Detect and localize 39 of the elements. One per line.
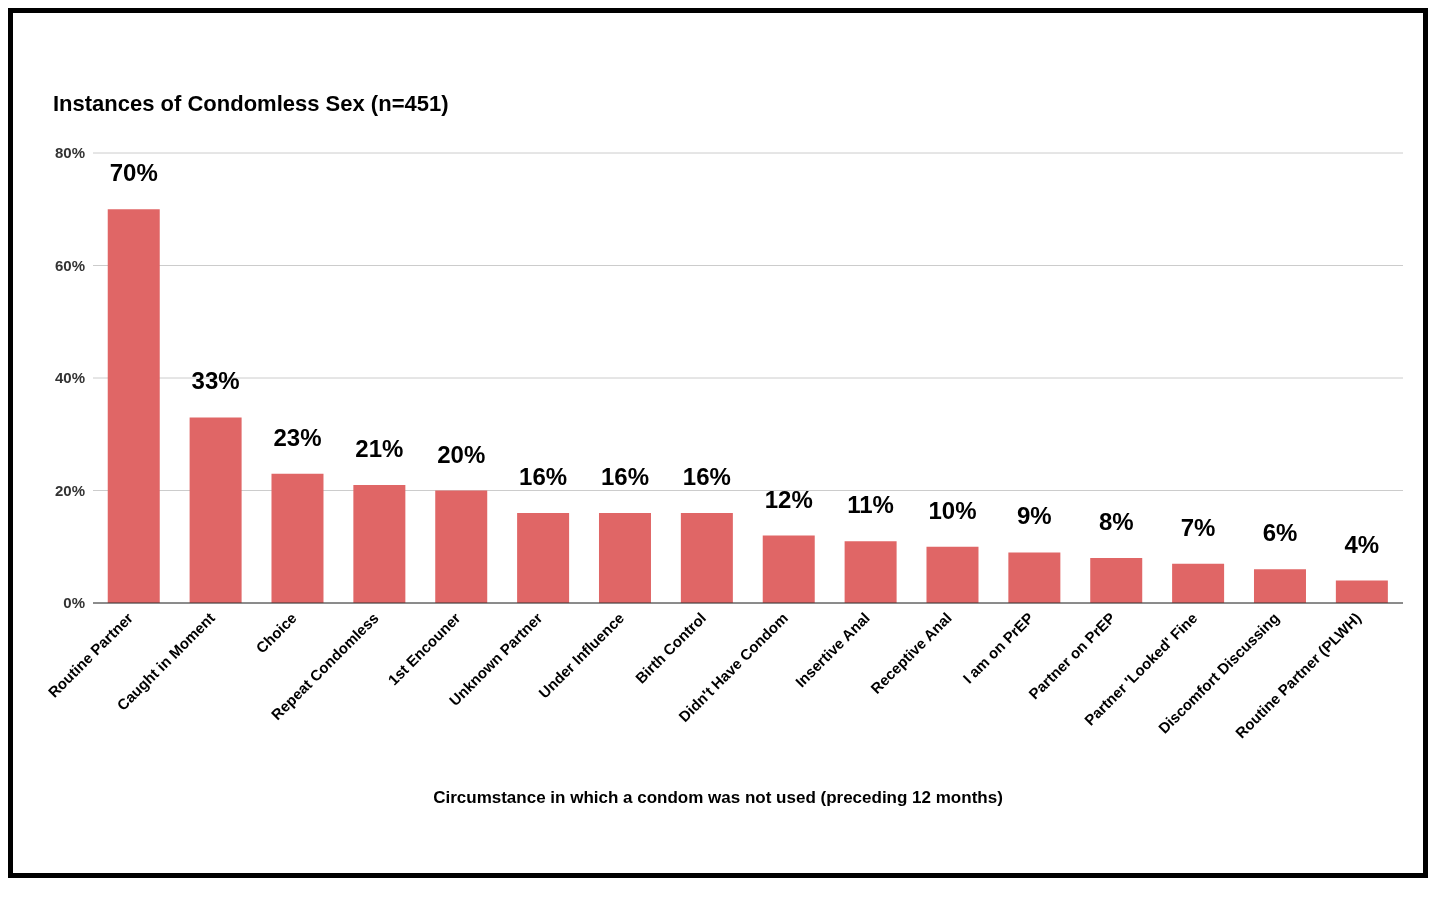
data-label: 7%	[1180, 513, 1216, 541]
data-label: 12%	[764, 485, 813, 513]
y-tick-label: 0%	[63, 594, 85, 612]
data-label: 16%	[682, 463, 731, 490]
data-label: 9%	[1017, 502, 1052, 530]
bar	[1008, 552, 1061, 603]
bar	[271, 473, 324, 603]
y-tick-label: 80%	[54, 144, 85, 162]
bar	[926, 546, 979, 603]
chart-title: Instances of Condomless Sex (n=451)	[53, 91, 449, 117]
data-label: 11%	[847, 491, 894, 519]
bar	[1253, 569, 1306, 603]
x-axis-title: Circumstance in which a condom was not used (preceding 12 months)	[432, 788, 1004, 808]
data-label: 16%	[519, 463, 568, 490]
data-label: 33%	[191, 367, 240, 395]
bar	[1335, 580, 1388, 603]
data-label: 20%	[437, 440, 486, 468]
data-label: 6%	[1262, 519, 1298, 547]
bar	[680, 513, 733, 603]
bar	[1172, 563, 1225, 603]
data-label: 70%	[109, 159, 158, 187]
bar	[353, 484, 406, 603]
data-label: 16%	[600, 463, 650, 490]
data-label: 4%	[1344, 530, 1380, 558]
bar	[107, 209, 160, 603]
bar	[762, 535, 815, 603]
bar	[435, 490, 488, 603]
y-tick-label: 20%	[54, 481, 85, 499]
y-tick-label: 60%	[54, 256, 85, 274]
data-label: 21%	[355, 434, 404, 462]
data-label: 8%	[1098, 508, 1134, 535]
y-tick-label: 40%	[54, 369, 85, 387]
bar	[598, 513, 651, 603]
bar	[1090, 558, 1143, 603]
bar	[189, 417, 242, 603]
bar	[844, 541, 897, 603]
bar	[517, 513, 570, 603]
data-label: 10%	[928, 496, 977, 524]
data-label: 23%	[273, 423, 322, 451]
